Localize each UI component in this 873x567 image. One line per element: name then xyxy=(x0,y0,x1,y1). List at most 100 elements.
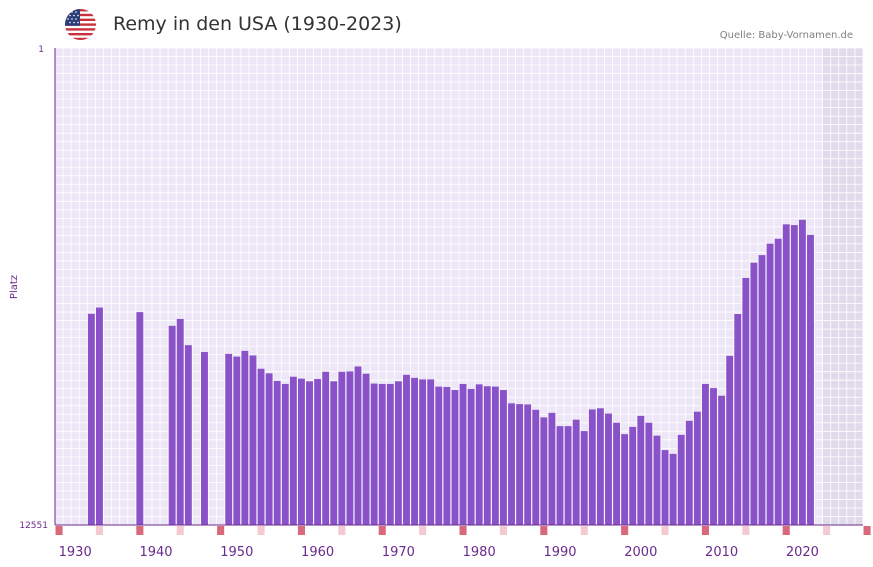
x-tick-label-1970: 1970 xyxy=(382,545,415,560)
bar-1958 xyxy=(298,378,305,525)
bar-1987 xyxy=(532,409,540,525)
bar-2013 xyxy=(742,277,750,525)
bar-2005 xyxy=(677,434,685,525)
half-decade-marker-1983 xyxy=(499,526,507,535)
x-tick-label-2000: 2000 xyxy=(624,545,657,560)
x-tick-label-2010: 2010 xyxy=(705,545,738,560)
bar-2019 xyxy=(790,225,798,526)
decade-marker-1978 xyxy=(459,526,467,535)
bar-1981 xyxy=(483,386,491,525)
decade-marker-1968 xyxy=(378,526,386,535)
bar-2007 xyxy=(693,411,701,525)
half-decade-marker-1933 xyxy=(95,526,103,535)
x-tick-label-1950: 1950 xyxy=(220,545,253,560)
y-tick-label-bottom: 12551 xyxy=(19,521,48,531)
bar-series xyxy=(87,219,814,526)
bar-1993 xyxy=(580,431,588,525)
decade-marker-1998 xyxy=(621,526,629,535)
decade-marker-1958 xyxy=(297,526,305,535)
bar-1954 xyxy=(265,373,273,525)
bar-2006 xyxy=(685,420,693,525)
bar-1988 xyxy=(540,417,548,525)
bar-2017 xyxy=(774,238,782,525)
bar-1956 xyxy=(281,383,289,525)
decade-markers xyxy=(55,526,871,535)
bar-1973 xyxy=(419,379,427,525)
bar-1972 xyxy=(411,377,418,525)
y-tick-label-top: 1 xyxy=(38,45,44,55)
decade-marker-2018 xyxy=(782,526,790,535)
bar-1994 xyxy=(588,409,596,525)
bar-2020 xyxy=(798,219,806,526)
bar-2014 xyxy=(750,262,758,525)
bar-1953 xyxy=(257,368,265,525)
bar-1983 xyxy=(500,390,507,525)
source-credit: Quelle: Baby-Vornamen.de xyxy=(719,30,853,41)
x-tick-label-1930: 1930 xyxy=(59,545,92,560)
bar-1960 xyxy=(314,379,322,525)
bar-1990 xyxy=(556,426,564,525)
bar-1971 xyxy=(403,374,410,525)
bar-2016 xyxy=(766,243,774,525)
bar-1992 xyxy=(572,419,580,525)
bar-1989 xyxy=(548,412,556,525)
bar-2002 xyxy=(653,435,661,525)
bar-1984 xyxy=(508,403,515,525)
bar-1949 xyxy=(225,353,233,525)
bar-1995 xyxy=(596,408,604,525)
bar-1968 xyxy=(378,383,386,525)
bar-1978 xyxy=(459,383,467,525)
bar-1959 xyxy=(306,381,313,525)
decade-marker-1938 xyxy=(136,526,144,535)
x-tick-label-1980: 1980 xyxy=(463,545,496,560)
bar-2015 xyxy=(758,255,766,526)
decade-marker-2008 xyxy=(701,526,709,535)
bar-1955 xyxy=(273,380,281,525)
bar-2021 xyxy=(807,234,814,526)
bar-2008 xyxy=(702,383,709,525)
bar-1938 xyxy=(136,312,144,525)
bar-1991 xyxy=(564,426,572,525)
bar-1999 xyxy=(629,426,637,525)
bar-1943 xyxy=(176,318,184,525)
bar-1964 xyxy=(346,371,354,525)
x-tick-label-1960: 1960 xyxy=(301,545,334,560)
bar-1986 xyxy=(524,404,532,525)
bar-1982 xyxy=(491,386,499,525)
bar-1998 xyxy=(621,434,629,525)
bar-1942 xyxy=(168,325,176,525)
bar-1933 xyxy=(96,307,103,525)
y-axis-title: Platz xyxy=(9,275,20,299)
us-flag-icon xyxy=(65,9,96,40)
decade-marker-1988 xyxy=(540,526,548,535)
bar-1963 xyxy=(338,371,346,525)
x-tick-label-1990: 1990 xyxy=(543,545,576,560)
bar-1952 xyxy=(249,355,257,525)
bar-2004 xyxy=(669,453,677,525)
bar-1976 xyxy=(443,386,451,525)
bar-2012 xyxy=(734,314,742,525)
axis-labels: 1930 1940 1950 1960 1970 1980 1990 2000 2010 2020… xyxy=(9,45,819,560)
bar-2000 xyxy=(637,415,645,525)
decade-marker-1928 xyxy=(55,526,63,535)
half-decade-marker-1973 xyxy=(419,526,427,535)
decade-marker-1948 xyxy=(217,526,225,535)
bar-2010 xyxy=(718,395,726,525)
bar-1950 xyxy=(233,356,241,525)
plot-grid xyxy=(54,47,864,526)
half-decade-marker-1953 xyxy=(257,526,265,535)
bar-1970 xyxy=(394,381,402,525)
bar-1965 xyxy=(354,366,362,525)
half-decade-marker-1963 xyxy=(338,526,346,535)
half-decade-marker-2003 xyxy=(661,526,669,535)
bar-1974 xyxy=(427,379,435,525)
bar-1946 xyxy=(201,352,208,525)
bar-1966 xyxy=(362,373,370,525)
decade-marker-2028 xyxy=(863,526,871,535)
bar-1975 xyxy=(435,386,443,525)
bar-1962 xyxy=(330,381,338,525)
bar-2003 xyxy=(661,450,669,525)
bar-1967 xyxy=(370,383,378,525)
bar-1961 xyxy=(322,371,330,525)
axes xyxy=(54,48,863,526)
